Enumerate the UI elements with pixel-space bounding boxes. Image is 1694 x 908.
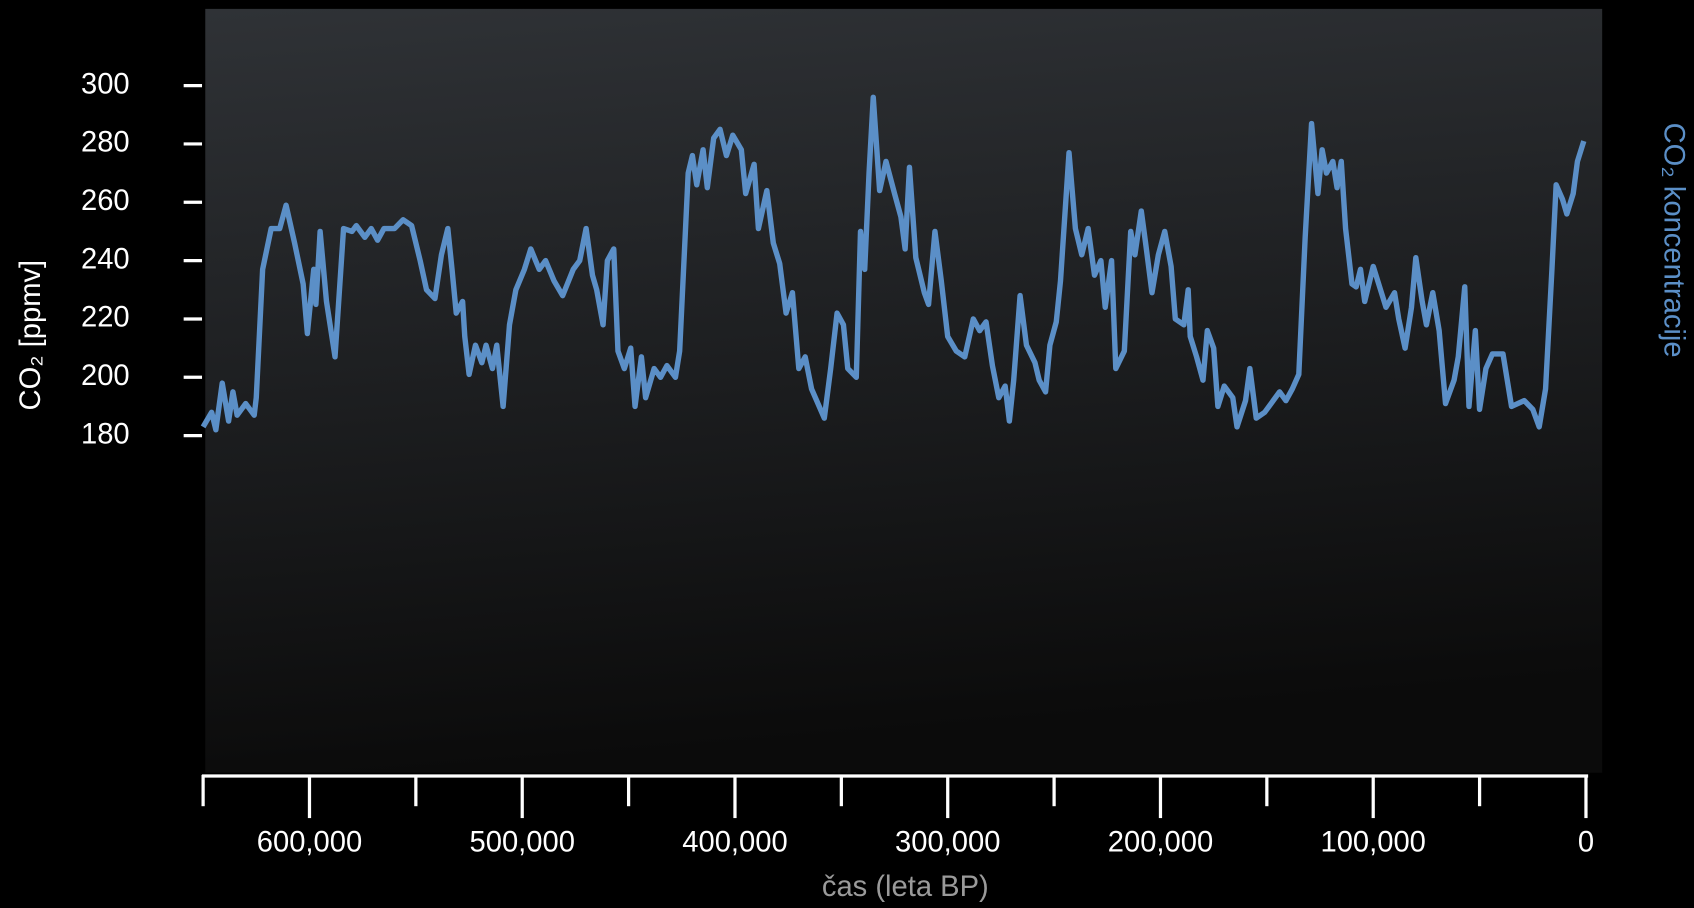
y-tick-label: 180 [81, 418, 130, 450]
x-tick-label: 200,000 [1108, 827, 1213, 859]
y-axis-label: CO₂ [ppmv] [15, 260, 47, 411]
x-tick-label: 500,000 [470, 827, 575, 859]
x-tick-label: 600,000 [257, 827, 362, 859]
y-tick-label: 300 [81, 68, 130, 100]
x-tick-label: 0 [1578, 827, 1594, 859]
x-tick-label: 400,000 [682, 827, 787, 859]
y-tick-label: 240 [81, 243, 130, 275]
y-tick-label: 220 [81, 302, 130, 334]
plot-area [205, 8, 1603, 773]
y-tick-label: 280 [81, 127, 130, 159]
x-tick-label: 100,000 [1321, 827, 1426, 859]
x-axis-label: čas (leta BP) [822, 871, 989, 903]
y-tick-label: 200 [81, 360, 130, 392]
series-label: CO₂ koncentracije [1658, 123, 1690, 358]
x-tick-label: 300,000 [895, 827, 1000, 859]
data-line [200, 94, 1587, 433]
y-tick-label: 260 [81, 185, 130, 217]
